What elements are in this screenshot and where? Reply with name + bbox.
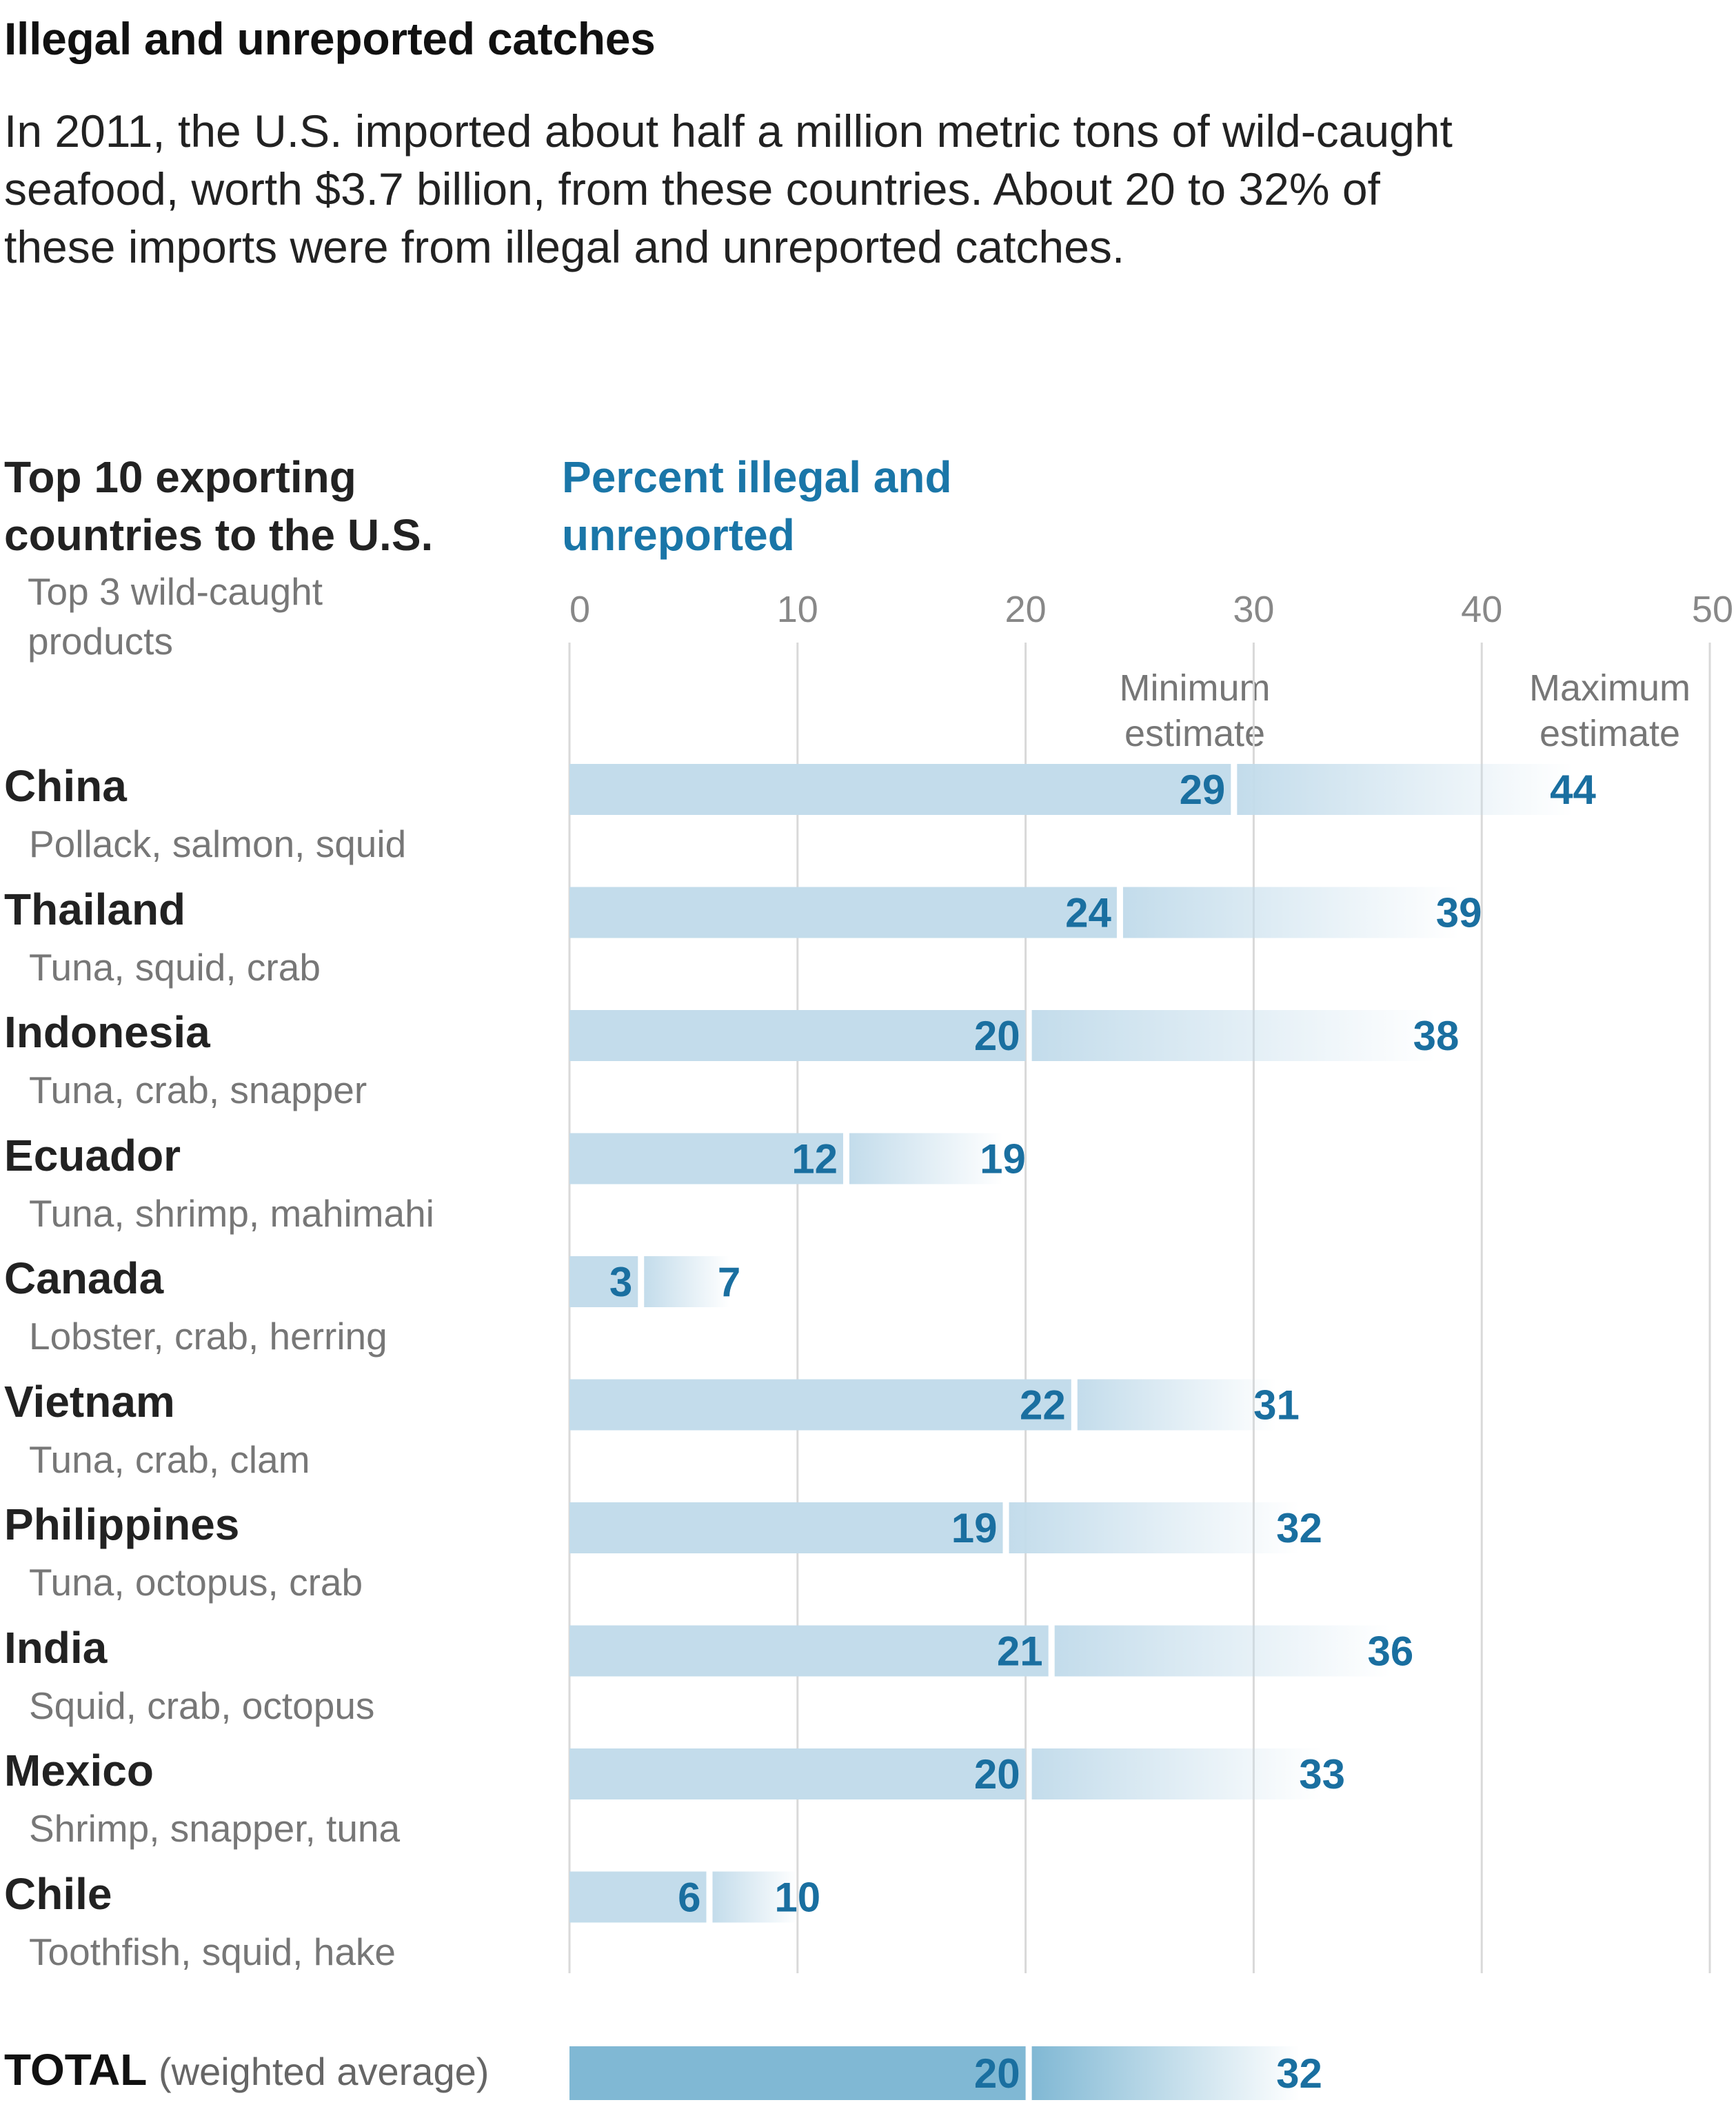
chart-title: Illegal and unreported catches — [4, 13, 656, 64]
bar-layer — [569, 764, 1573, 2100]
min-value-label-indonesia: 20 — [974, 1013, 1020, 1059]
bar-min-total — [569, 2046, 1026, 2100]
chart-column-header: Percent illegal and unreported — [562, 452, 952, 560]
max-value-label-total: 32 — [1276, 2050, 1322, 2097]
bar-range-thailand — [1122, 887, 1460, 938]
bar-min-china — [569, 764, 1231, 815]
country-products-indonesia: Tuna, crab, snapper — [29, 1069, 367, 1111]
max-value-label-thailand: 39 — [1436, 890, 1482, 936]
max-value-label-mexico: 33 — [1299, 1751, 1345, 1797]
x-tick-label-30: 30 — [1233, 589, 1274, 630]
country-name-ecuador: Ecuador — [4, 1130, 181, 1180]
min-value-label-ecuador: 12 — [791, 1136, 838, 1182]
total-note: (weighted average) — [159, 2050, 489, 2093]
bar-range-china — [1237, 764, 1573, 815]
bar-min-canada — [569, 1256, 638, 1307]
country-name-india: India — [4, 1622, 108, 1673]
country-name-canada: Canada — [4, 1253, 164, 1303]
bar-min-philippines — [569, 1502, 1003, 1553]
bar-range-canada — [644, 1256, 729, 1307]
total-label: TOTAL (weighted average) — [4, 2044, 489, 2095]
bar-range-indonesia — [1031, 1010, 1437, 1061]
max-value-label-china: 44 — [1550, 767, 1596, 813]
bar-min-thailand — [569, 887, 1117, 938]
min-value-label-vietnam: 22 — [1020, 1382, 1066, 1429]
country-name-thailand: Thailand — [4, 884, 186, 934]
min-value-label-chile: 6 — [678, 1875, 700, 1921]
country-name-china: China — [4, 761, 127, 811]
bar-range-chile — [712, 1871, 798, 1923]
bar-range-vietnam — [1077, 1379, 1277, 1431]
legend-maximum-estimate: Maximum estimate — [1528, 667, 1690, 754]
country-products-china: Pollack, salmon, squid — [29, 823, 407, 865]
country-name-indonesia: Indonesia — [4, 1007, 210, 1057]
max-value-label-ecuador: 19 — [980, 1136, 1026, 1182]
min-value-label-thailand: 24 — [1065, 890, 1111, 936]
x-tick-label-20: 20 — [1005, 589, 1047, 630]
min-value-label-mexico: 20 — [974, 1751, 1020, 1797]
country-name-mexico: Mexico — [4, 1746, 154, 1795]
label-layer: 0 10 20 30 40 50 29 44 24 39 20 38 12 19 3 7 22 31 19 32 21 3… — [569, 589, 1733, 2097]
x-tick-label-10: 10 — [777, 589, 818, 630]
min-value-label-canada: 3 — [609, 1259, 632, 1305]
bar-min-ecuador — [569, 1133, 843, 1184]
bar-min-vietnam — [569, 1379, 1071, 1431]
min-value-label-total: 20 — [974, 2050, 1020, 2097]
country-products-chile: Toothfish, squid, hake — [29, 1930, 396, 1973]
country-products-ecuador: Tuna, shrimp, mahimahi — [29, 1191, 434, 1235]
x-tick-label-0: 0 — [569, 589, 590, 630]
country-name-vietnam: Vietnam — [4, 1376, 175, 1426]
max-value-label-chile: 10 — [774, 1875, 820, 1921]
bar-min-mexico — [569, 1748, 1026, 1799]
country-products-mexico: Shrimp, snapper, tuna — [29, 1807, 401, 1850]
min-value-label-philippines: 19 — [951, 1505, 998, 1551]
max-value-label-canada: 7 — [718, 1259, 740, 1305]
bar-min-indonesia — [569, 1010, 1026, 1061]
max-value-label-vietnam: 31 — [1253, 1382, 1300, 1429]
bar-range-ecuador — [849, 1133, 1003, 1184]
country-products-vietnam: Tuna, crab, clam — [29, 1438, 310, 1481]
chart-subtitle: In 2011, the U.S. imported about half a … — [4, 105, 1453, 272]
left-column-subheader: Top 3 wild-caught products — [28, 570, 323, 663]
country-products-philippines: Tuna, octopus, crab — [29, 1561, 363, 1604]
country-name-philippines: Philippines — [4, 1500, 240, 1549]
country-products-thailand: Tuna, squid, crab — [29, 945, 321, 989]
bar-min-india — [569, 1625, 1049, 1677]
total-label-text: TOTAL — [4, 2045, 147, 2095]
min-value-label-china: 29 — [1180, 767, 1226, 813]
country-name-chile: Chile — [4, 1868, 112, 1919]
min-value-label-india: 21 — [997, 1628, 1043, 1675]
legend-minimum-estimate: Minimum estimate — [1119, 667, 1271, 754]
bar-range-india — [1054, 1625, 1391, 1677]
bar-min-chile — [569, 1871, 707, 1923]
country-products-canada: Lobster, crab, herring — [29, 1315, 387, 1358]
country-products-india: Squid, crab, octopus — [29, 1684, 375, 1727]
x-tick-label-50: 50 — [1692, 589, 1733, 630]
bar-range-philippines — [1009, 1502, 1300, 1553]
max-value-label-indonesia: 38 — [1413, 1013, 1460, 1059]
max-value-label-india: 36 — [1368, 1628, 1414, 1675]
left-column-header: Top 10 exporting countries to the U.S. — [4, 452, 434, 560]
max-value-label-philippines: 32 — [1276, 1505, 1322, 1551]
bar-range-mexico — [1031, 1748, 1322, 1799]
x-tick-label-40: 40 — [1461, 589, 1502, 630]
bar-range-total — [1031, 2046, 1300, 2100]
